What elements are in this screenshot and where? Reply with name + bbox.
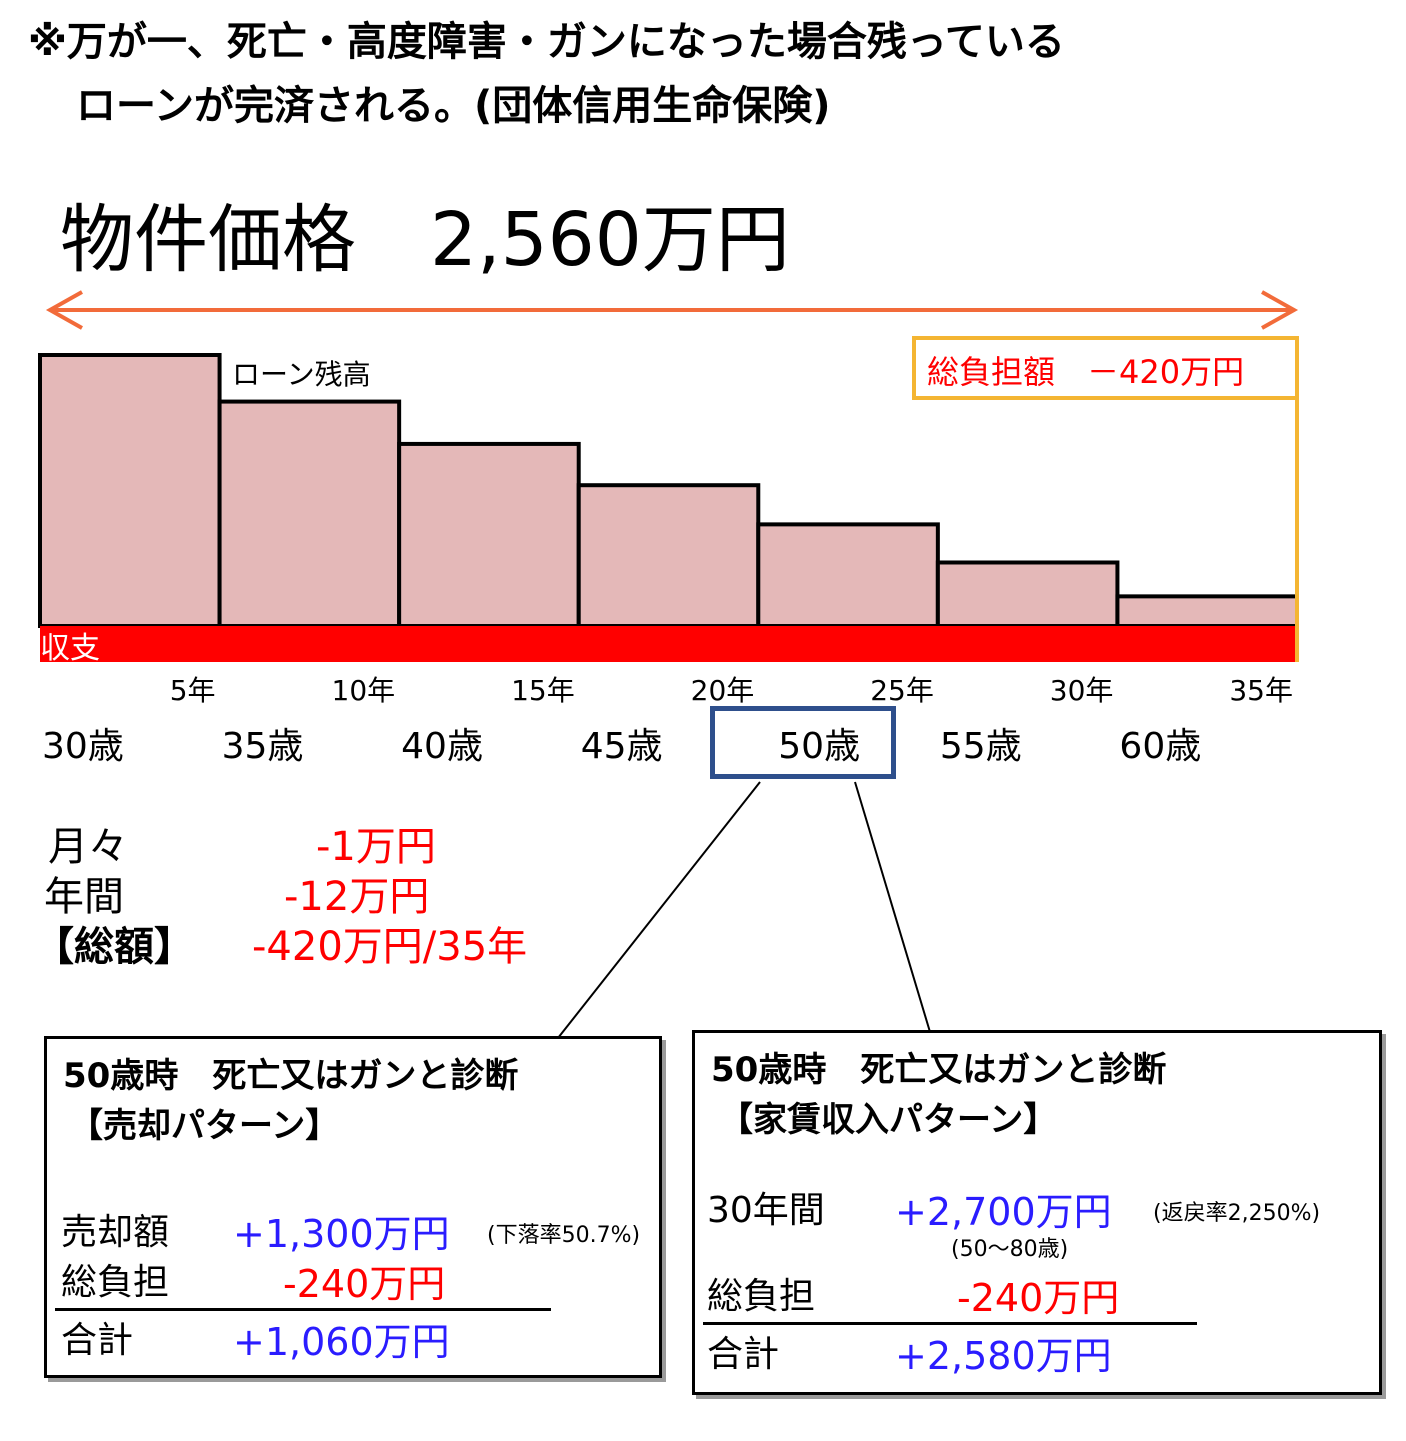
loan-balance-label: ローン残高 [232,358,371,391]
age-label: 40歳 [401,726,483,767]
rent-box-title: 50歳時 死亡又はガンと診断 [711,1050,1167,1090]
loan-balance-bar [217,399,402,628]
year-tick-label: 35年 [1229,674,1293,707]
sale-drop-rate-note: (下落率50.7%) [487,1223,641,1248]
age-label: 50歳 [778,726,860,767]
age-label: 45歳 [581,726,663,767]
rent-pattern-box: 50歳時 死亡又はガンと診断 【家賃収入パターン】 30年間 +2,700万円 … [692,1030,1382,1395]
sale-total-label: 合計 [61,1320,134,1361]
total-value: -420万円/35年 [252,924,528,970]
rent-total-label: 合計 [707,1334,780,1375]
price-arrow-right-head [1261,290,1299,330]
age-label: 60歳 [1119,726,1201,767]
connector-lines [557,781,931,1039]
rent-income-value: +2,700万円 [895,1190,1112,1234]
sale-burden-value: -240万円 [283,1262,446,1306]
yearly-value: -12万円 [284,874,430,920]
sale-amount-value: +1,300万円 [233,1212,450,1256]
age-label: 30歳 [42,726,124,767]
loan-balance-bar [38,353,222,628]
sale-burden-label: 総負担 [61,1262,170,1303]
income-bar-label: 収支 [40,631,100,666]
monthly-value: -1万円 [316,824,436,870]
age-label: 35歳 [222,726,304,767]
total-label: 【総額】 [34,924,194,970]
loan-balance-bar [756,522,940,628]
loan-balance-bar [576,483,761,628]
year-tick-label: 10年 [332,674,396,707]
loan-balance-bar [935,560,1120,628]
price-arrow-left-head [45,290,83,330]
year-tick-label: 30年 [1050,674,1114,707]
rent-income-label: 30年間 [707,1190,825,1231]
rent-sum-divider [703,1322,1197,1325]
total-burden-box [912,336,1299,400]
loan-balance-bar [397,441,581,628]
rent-total-value: +2,580万円 [895,1334,1112,1378]
year-tick-label: 5年 [170,674,216,707]
rent-burden-value: -240万円 [957,1276,1120,1320]
sale-pattern-box: 50歳時 死亡又はガンと診断 【売却パターン】 売却額 +1,300万円 (下落… [44,1036,662,1378]
rent-return-rate-note: (返戻率2,250%) [1153,1201,1321,1226]
price-span-arrow [45,290,1299,330]
age-label: 55歳 [940,726,1022,767]
property-price-title: 物件価格 2,560万円 [60,197,790,283]
year-tick-label: 15年 [511,674,575,707]
yearly-label: 年間 [44,874,124,920]
monthly-label: 月々 [48,824,128,870]
connector-line-rent [854,781,931,1033]
sale-box-subtitle: 【売却パターン】 [69,1106,340,1146]
rent-burden-label: 総負担 [707,1276,816,1317]
insurance-note-line1: ※万が一、死亡・高度障害・ガンになった場合残っている [28,19,1065,65]
insurance-note-line2: ローンが完済される。(団体信用生命保険) [76,83,831,129]
connector-line-sale [557,781,761,1039]
loan-balance-chart: 収支 ローン残高 総負担額 －420万円 5年 10年 15年 20年 25年 30年 35… [38,290,1300,767]
year-tick-label: 20年 [691,674,755,707]
total-burden-label: 総負担額 －420万円 [927,353,1244,391]
loan-balance-bar [1115,594,1300,628]
rent-box-subtitle: 【家賃収入パターン】 [719,1100,1058,1140]
year-tick-label: 25年 [870,674,934,707]
income-bar [40,626,1297,662]
sale-sum-divider [55,1308,551,1311]
sale-amount-label: 売却額 [61,1212,170,1253]
sale-box-title: 50歳時 死亡又はガンと診断 [63,1056,519,1096]
rent-age-range-note: (50～80歳) [951,1237,1069,1262]
age-50-highlight [710,706,896,779]
sale-total-value: +1,060万円 [233,1320,450,1364]
